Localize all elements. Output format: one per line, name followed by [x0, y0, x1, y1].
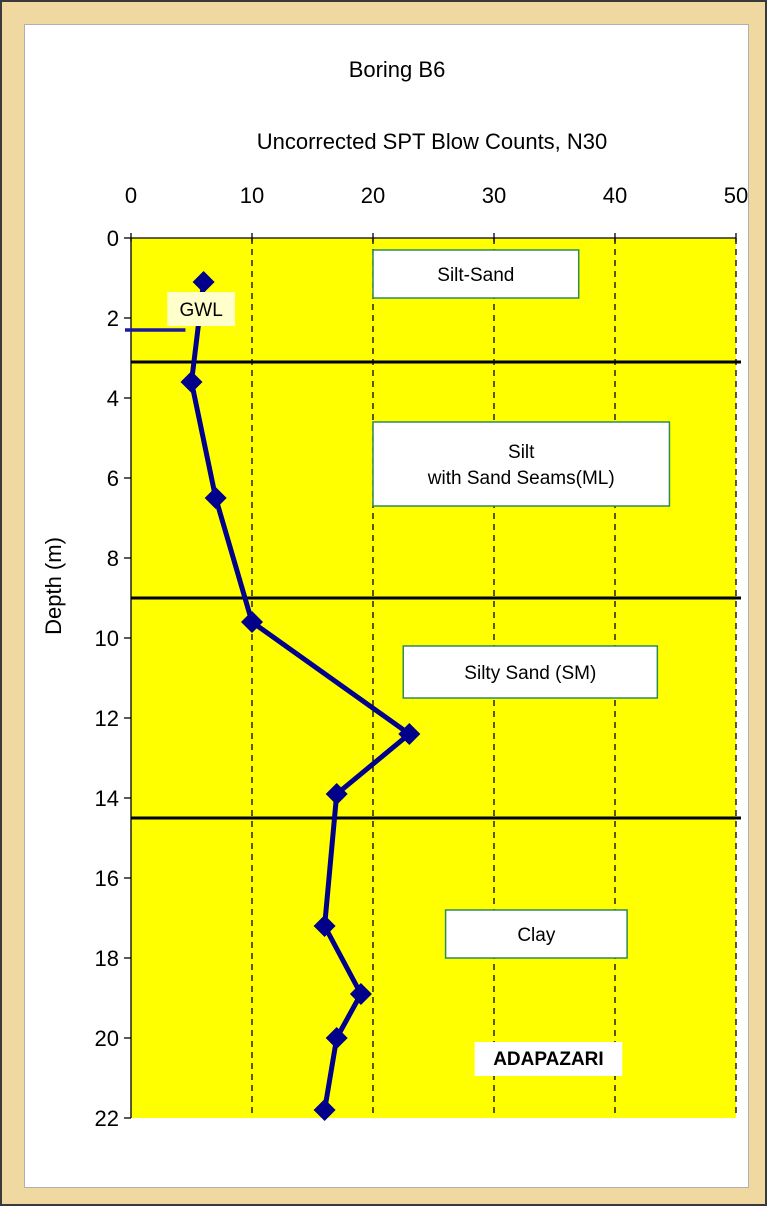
data-point — [313, 1099, 336, 1121]
y-axis-title: Depth (m) — [41, 537, 66, 635]
layer-label-text: Clay — [517, 925, 556, 946]
x-tick-label: 40 — [603, 183, 627, 208]
layer-label-text: Silt-Sand — [437, 265, 514, 286]
y-tick-label: 8 — [107, 546, 119, 571]
y-tick-label: 12 — [95, 706, 119, 731]
layer-label-box — [402, 645, 659, 699]
chart-panel: Boring B6 Uncorrected SPT Blow Counts, N… — [24, 24, 749, 1188]
gwl-label-box — [167, 292, 236, 326]
data-point — [241, 611, 263, 633]
x-tick-label: 0 — [125, 183, 137, 208]
y-tick-label: 0 — [107, 226, 119, 251]
layer-label-text: Silt — [508, 442, 535, 463]
data-point — [325, 1027, 348, 1049]
x-tick-label: 50 — [724, 183, 748, 208]
x-axis-title: Uncorrected SPT Blow Counts, N30 — [257, 129, 608, 154]
data-point — [204, 487, 227, 509]
layer-label-box — [372, 421, 671, 507]
site-label: ADAPAZARI — [493, 1049, 603, 1070]
y-tick-label: 22 — [95, 1106, 119, 1131]
chart-title: Boring B6 — [349, 57, 446, 82]
x-tick-label: 10 — [240, 183, 264, 208]
y-tick-label: 20 — [95, 1026, 119, 1051]
layer-label-box — [444, 909, 628, 959]
data-point — [398, 723, 421, 745]
layer-label-box — [372, 249, 580, 299]
spt-series-line — [189, 281, 412, 1111]
data-point — [180, 371, 203, 393]
y-tick-label: 6 — [107, 466, 119, 491]
y-tick-label: 4 — [107, 386, 119, 411]
plot-area: 0 10 20 30 40 50 0 2 4 6 8 10 12 14 16 18 20 22 Silt-Sand S… — [95, 183, 749, 1131]
y-tick-label: 16 — [95, 866, 119, 891]
data-point — [325, 783, 348, 805]
data-point — [349, 983, 372, 1005]
y-tick-label: 10 — [95, 626, 119, 651]
gwl-label: GWL — [180, 300, 223, 321]
spt-depth-chart: Boring B6 Uncorrected SPT Blow Counts, N… — [41, 57, 749, 1131]
y-tick-label: 14 — [95, 786, 119, 811]
data-point — [313, 915, 336, 937]
y-tick-label: 2 — [107, 306, 119, 331]
data-point — [192, 271, 215, 293]
site-label-box — [474, 1042, 623, 1076]
x-tick-label: 30 — [482, 183, 506, 208]
y-tick-label: 18 — [95, 946, 119, 971]
layer-label-text: Silty Sand (SM) — [464, 663, 596, 684]
layer-label-text: with Sand Seams(ML) — [427, 468, 615, 489]
x-tick-label: 20 — [361, 183, 385, 208]
